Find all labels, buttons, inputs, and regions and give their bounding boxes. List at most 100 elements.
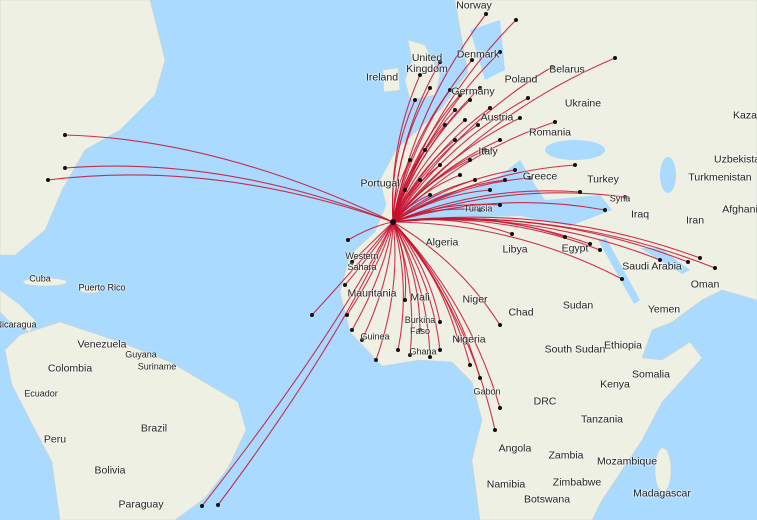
place-label: Suriname [137,361,177,372]
route [361,221,394,341]
route [392,221,496,431]
place-label: Afghani [722,203,757,216]
place-label: Sudan [562,299,594,312]
airport [360,338,364,342]
place-label: Tunisia [463,203,493,214]
route [392,169,516,223]
airport [428,86,432,90]
place-label: Namibia [486,478,526,491]
airport [346,238,350,242]
place-label: Turkmenistan [688,171,752,184]
airport [46,178,50,182]
airport [63,166,67,170]
route [392,221,441,323]
route [64,165,394,223]
place-label: DRC [533,395,557,408]
place-label: Saudi Arabia [622,260,682,273]
route [392,179,506,223]
place-label: Poland [504,73,538,86]
airport [473,178,477,182]
place-label: Nicaragua [0,319,37,330]
place-label: Italy [478,145,498,158]
airport [458,93,462,97]
route [47,174,394,223]
place-label: Kaza [733,109,757,122]
airports [46,12,717,508]
airport [418,328,422,332]
route [392,219,513,235]
place-label: Ireland [365,71,399,84]
place-label: Yemen [647,303,681,316]
place-label: Norway [456,0,492,12]
place-label: Germany [451,85,495,98]
place-label: Zambia [548,449,584,462]
airport [488,188,492,192]
airport [623,195,627,199]
airport [528,176,532,180]
place-label: Mauritania [347,287,397,300]
route [201,221,394,507]
route [346,221,394,316]
place-label: Chad [508,306,534,319]
airport [613,56,617,60]
airport [603,208,607,212]
airport [374,358,378,362]
route [392,97,529,223]
hub [390,219,396,225]
place-label: Madagascar [633,487,691,500]
route [392,202,606,223]
place-label: Western Sahara [345,251,379,272]
airport [578,190,582,194]
place-label: Libya [502,243,528,256]
airport [573,163,577,167]
airport [478,376,482,380]
place-label: Ecuador [24,388,58,399]
airport [408,353,412,357]
place-label: Mali [410,291,430,304]
airport [418,178,422,182]
route [392,221,501,409]
airport [513,168,517,172]
airport [658,258,662,262]
airport [598,248,602,252]
place-label: Burkina Faso [404,315,436,336]
place-label: South Sudan [544,343,606,356]
airport [403,188,407,192]
place-label: Mozambique [596,455,658,468]
place-label: Zimbabwe [552,476,602,489]
airport [503,178,507,182]
airport [200,504,204,508]
route [64,134,394,223]
airport [686,260,690,264]
airport [350,260,354,264]
airport [468,98,472,102]
route [392,159,471,223]
place-label: Oman [690,278,720,291]
airport [438,320,442,324]
airport [453,138,457,142]
route [351,221,394,263]
place-label: Ukraine [564,97,602,110]
place-label: Paraguay [118,498,164,511]
place-label: Syria [609,193,631,204]
place-label: Angola [498,442,532,455]
airport [483,148,487,152]
route [392,124,446,223]
place-label: Botswana [523,493,571,506]
route [375,221,396,361]
place-label: Gabon [473,386,501,397]
place-label: United Kingdom [406,52,448,75]
airport [698,256,702,260]
place-label: Bolivia [94,464,126,477]
airport [456,338,460,342]
place-label: Tanzania [580,413,624,426]
airport [476,123,480,127]
airport [63,133,67,137]
route [392,221,404,351]
place-label: Turkey [587,173,619,186]
airport [458,173,462,177]
airport [423,148,427,152]
airport [350,328,354,332]
